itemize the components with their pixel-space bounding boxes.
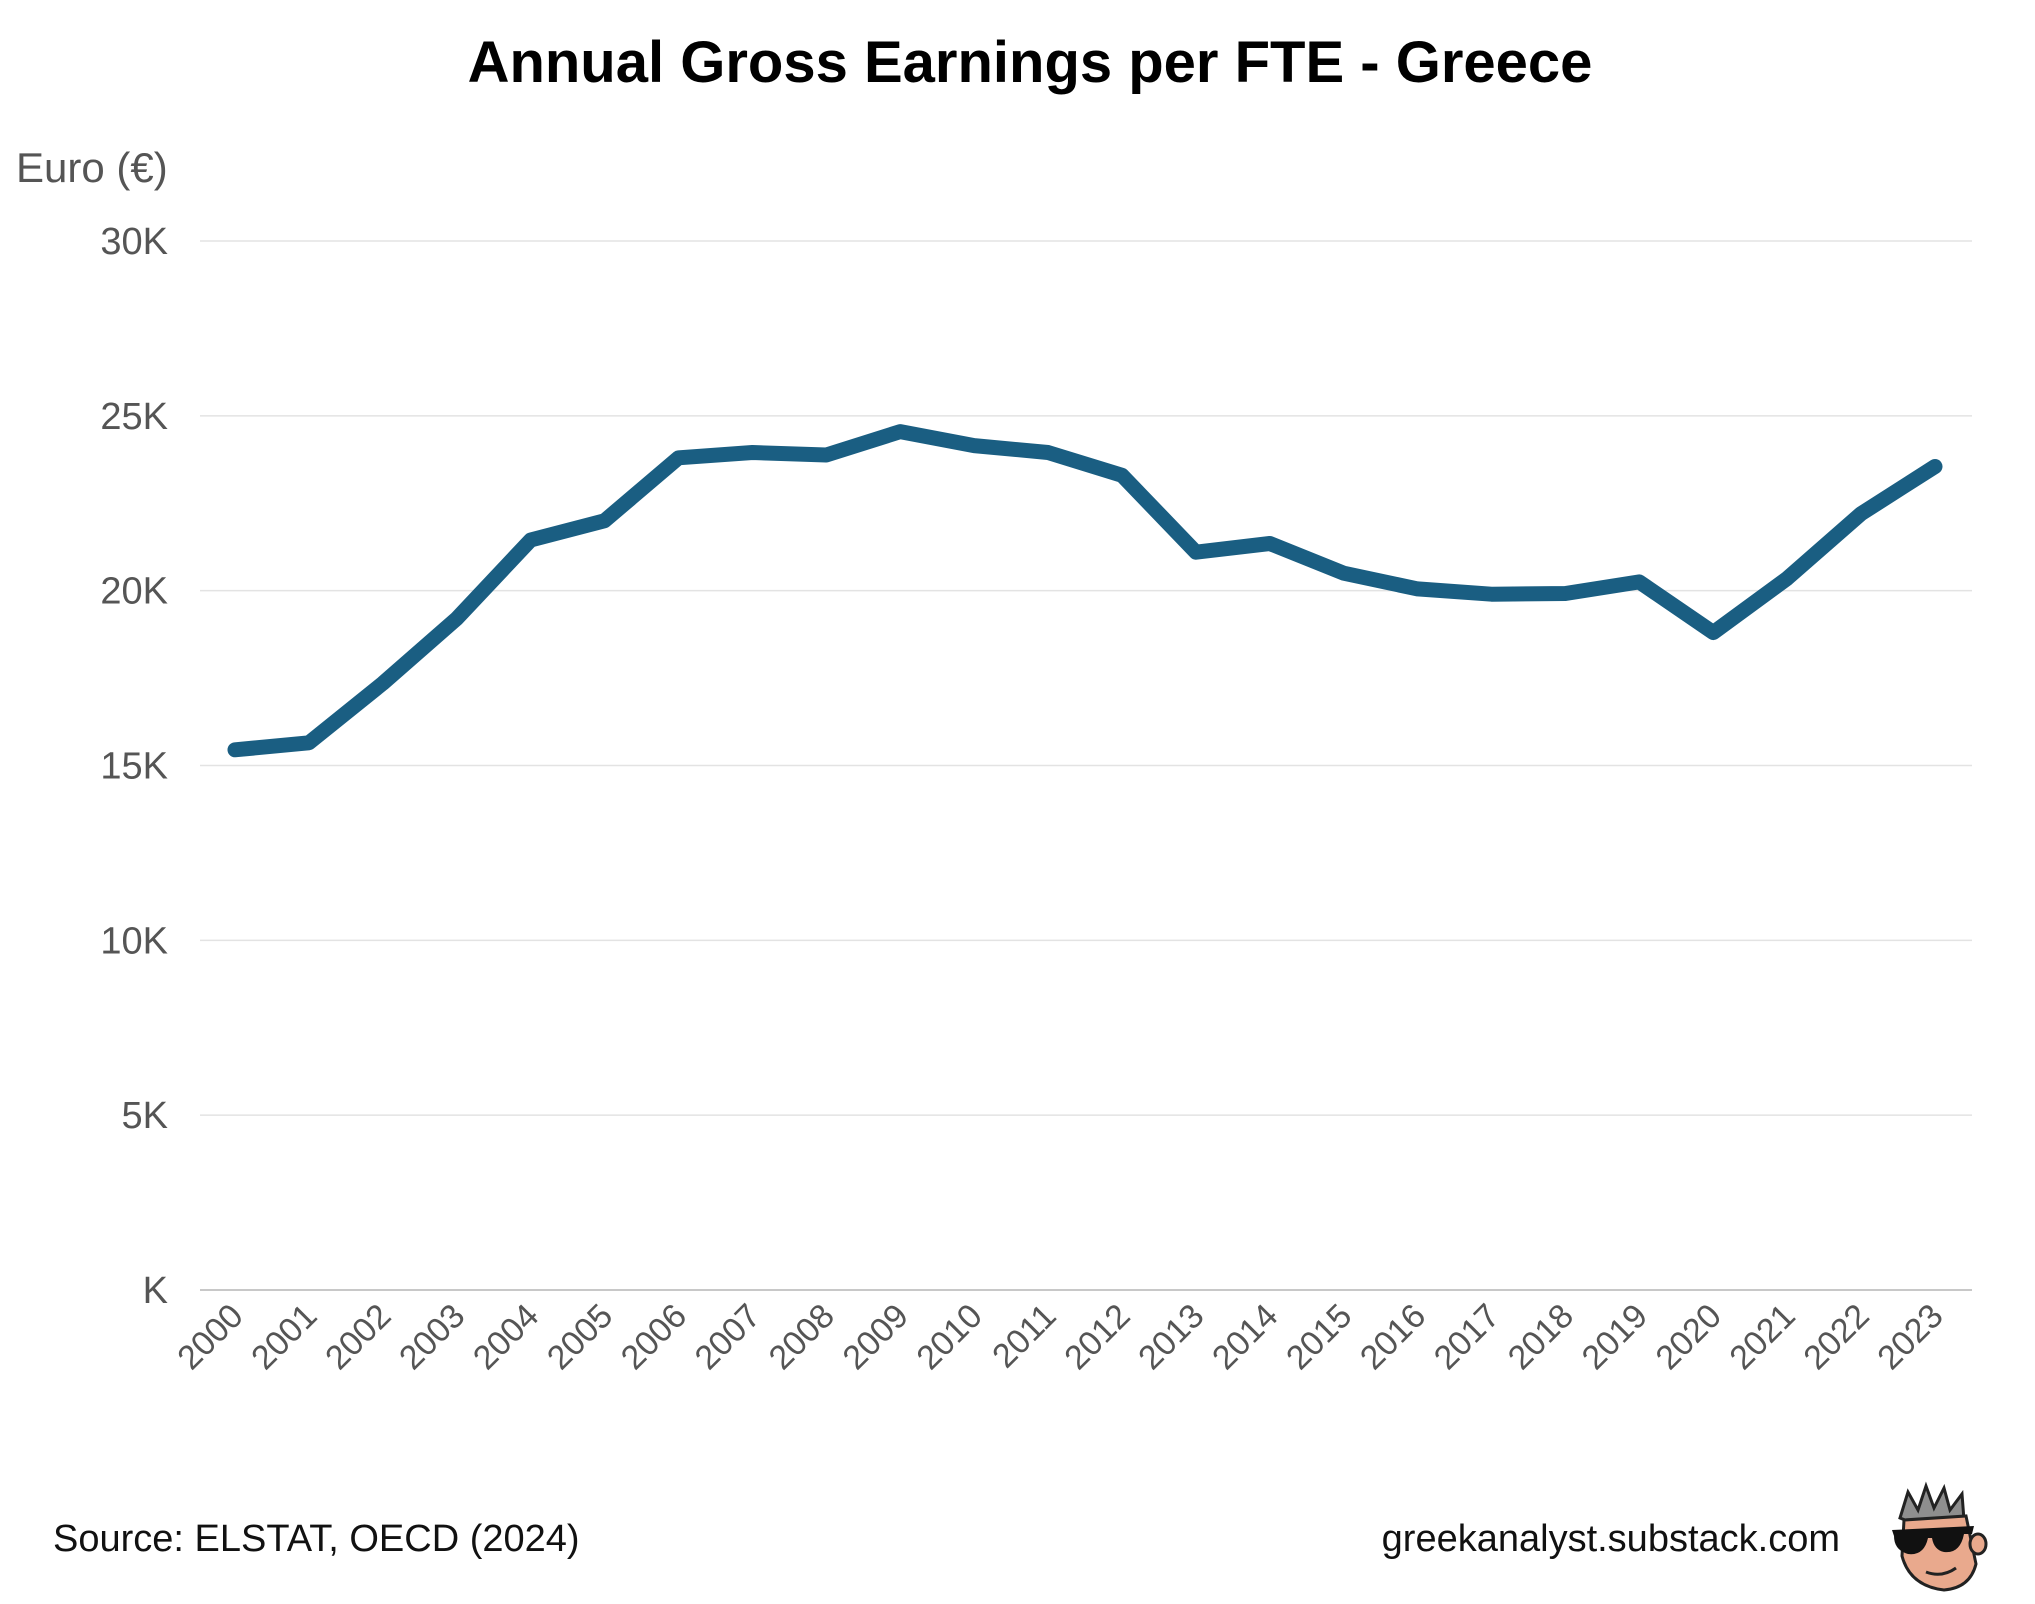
x-tick-label: 2018	[1501, 1297, 1581, 1377]
y-tick-label: 20K	[100, 571, 168, 613]
x-tick-label: 2021	[1722, 1297, 1802, 1377]
x-tick-label: 2022	[1796, 1297, 1876, 1377]
y-axis-label: Euro (€)	[16, 144, 168, 191]
x-tick-label: 2020	[1649, 1297, 1729, 1377]
x-tick-label: 2002	[318, 1297, 398, 1377]
x-tick-label: 2008	[762, 1297, 842, 1377]
chart-title: Annual Gross Earnings per FTE - Greece	[468, 30, 1593, 95]
analyst-mascot-icon	[1892, 1481, 1988, 1592]
x-tick-label: 2017	[1427, 1297, 1507, 1377]
x-tick-label: 2011	[985, 1297, 1064, 1376]
gridlines	[200, 240, 1972, 1291]
series-line	[227, 424, 1943, 758]
x-tick-label: 2015	[1279, 1297, 1359, 1377]
x-tick-label: 2014	[1205, 1297, 1285, 1377]
series-layer	[227, 424, 1943, 758]
y-tick-label: 5K	[122, 1095, 168, 1137]
x-tick-label: 2023	[1870, 1297, 1950, 1377]
y-tick-labels: K 5K 10K 15K 20K 25K 30K	[100, 221, 168, 1312]
site-url: greekanalyst.substack.com	[1382, 1518, 1840, 1560]
x-tick-label: 2001	[244, 1297, 324, 1377]
y-tick-label: K	[143, 1270, 168, 1312]
x-tick-label: 2000	[170, 1297, 250, 1377]
x-tick-label: 2003	[392, 1297, 472, 1377]
x-tick-label: 2009	[836, 1297, 916, 1377]
source-note: Source: ELSTAT, OECD (2024)	[53, 1518, 580, 1560]
x-tick-label: 2005	[540, 1297, 620, 1377]
x-tick-label: 2016	[1353, 1297, 1433, 1377]
x-tick-label: 2007	[688, 1297, 768, 1377]
x-tick-label: 2012	[1057, 1297, 1137, 1377]
x-tick-label: 2019	[1575, 1297, 1655, 1377]
x-tick-label: 2013	[1131, 1297, 1211, 1377]
y-tick-label: 10K	[100, 920, 168, 962]
x-tick-label: 2006	[614, 1297, 694, 1377]
x-tick-labels: 2000200120022003200420052006200720082009…	[170, 1297, 1950, 1377]
x-tick-label: 2004	[466, 1297, 546, 1377]
y-tick-label: 30K	[100, 221, 168, 263]
x-tick-label: 2010	[909, 1297, 989, 1377]
y-tick-label: 15K	[100, 746, 168, 788]
y-tick-label: 25K	[100, 396, 168, 438]
